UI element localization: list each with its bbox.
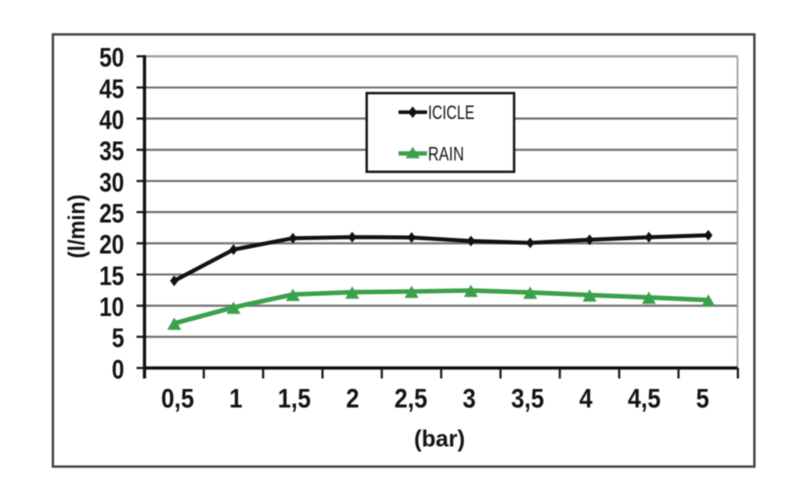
svg-text:ICICLE: ICICLE (428, 102, 475, 124)
svg-text:2: 2 (346, 384, 359, 414)
svg-text:5: 5 (696, 384, 709, 414)
svg-text:2,5: 2,5 (394, 384, 427, 414)
svg-text:50: 50 (99, 43, 124, 73)
svg-text:15: 15 (99, 261, 124, 291)
svg-text:4: 4 (579, 384, 592, 414)
svg-text:1: 1 (229, 384, 242, 414)
svg-text:4,5: 4,5 (628, 384, 661, 414)
svg-text:(l/min): (l/min) (64, 194, 90, 258)
svg-text:0,5: 0,5 (161, 384, 194, 414)
svg-text:5: 5 (112, 323, 125, 353)
svg-text:45: 45 (99, 74, 124, 104)
svg-text:40: 40 (99, 105, 124, 135)
svg-text:(bar): (bar) (414, 425, 465, 451)
svg-text:1,5: 1,5 (278, 384, 311, 414)
svg-text:35: 35 (99, 136, 124, 166)
svg-text:0: 0 (112, 354, 125, 384)
svg-text:3: 3 (463, 384, 476, 414)
svg-text:25: 25 (99, 199, 124, 229)
svg-text:RAIN: RAIN (428, 143, 464, 165)
svg-text:3,5: 3,5 (511, 384, 544, 414)
svg-text:30: 30 (99, 167, 124, 197)
svg-text:20: 20 (99, 230, 124, 260)
svg-text:10: 10 (99, 292, 124, 322)
